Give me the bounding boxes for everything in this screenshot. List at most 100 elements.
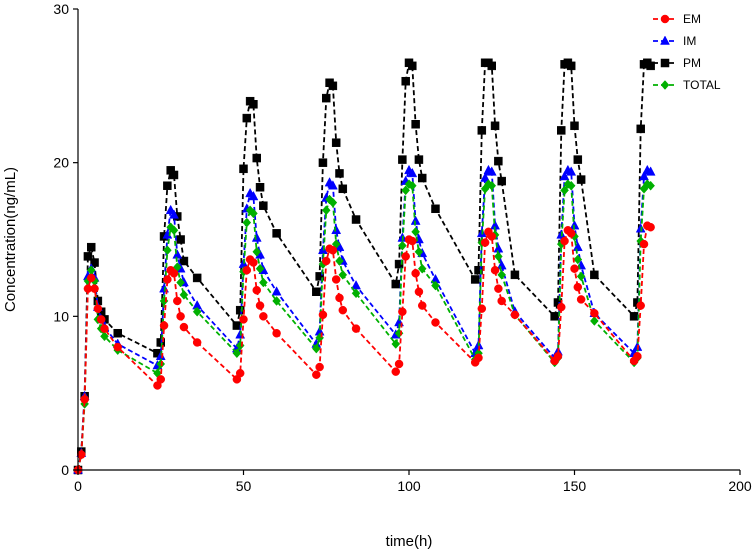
data-point-em [408, 236, 417, 246]
data-point-em [255, 301, 265, 310]
data-point-em [394, 359, 404, 369]
data-point-em [351, 324, 361, 333]
data-point-im [645, 166, 656, 176]
data-point-pm [192, 273, 202, 283]
data-point-pm [398, 155, 407, 164]
data-point-pm [510, 270, 520, 280]
x-tick-label: 0 [74, 478, 82, 494]
data-point-total [417, 263, 427, 274]
data-point-em [391, 367, 401, 376]
data-point-pm [646, 61, 655, 71]
data-point-em [80, 395, 89, 404]
data-point-total [646, 180, 655, 191]
data-point-pm [272, 229, 281, 238]
data-point-pm [239, 164, 248, 174]
data-point-pm [335, 169, 344, 178]
data-point-pm [255, 183, 265, 192]
data-point-em [77, 450, 86, 459]
data-point-total [391, 339, 401, 349]
x-tick-label: 50 [236, 478, 252, 494]
data-point-em [252, 285, 261, 295]
data-point-pm [315, 272, 324, 281]
series-line-em [77, 224, 651, 471]
data-point-total [497, 269, 507, 280]
legend-marker [660, 80, 670, 90]
data-point-pm [487, 61, 496, 71]
data-point-em [113, 342, 122, 352]
legend-label: PM [683, 56, 701, 70]
legend-item-total: TOTAL [653, 78, 721, 92]
data-point-em [494, 284, 503, 293]
data-point-em [398, 307, 407, 316]
data-point-pm [490, 121, 500, 131]
data-point-em [192, 338, 202, 347]
data-point-pm [417, 173, 427, 183]
data-point-em [235, 368, 245, 378]
data-point-total [163, 245, 172, 256]
data-point-total [335, 256, 344, 266]
y-axis-title: Concentration(ng/mL) [2, 167, 19, 312]
y-tick-label: 10 [53, 308, 69, 324]
data-point-total [414, 246, 424, 257]
data-point-total [272, 296, 281, 306]
data-point-em [90, 284, 99, 293]
data-point-em [272, 328, 281, 338]
data-point-em [553, 352, 563, 361]
data-point-pm [629, 312, 639, 321]
data-point-em [318, 310, 328, 320]
legend-label: IM [683, 34, 696, 48]
data-point-pm [566, 61, 576, 71]
data-point-em [259, 312, 268, 321]
legend-marker [660, 35, 670, 45]
data-point-pm [470, 275, 480, 284]
data-point-pm [590, 270, 599, 280]
data-point-total [494, 251, 503, 262]
data-point-em [401, 252, 410, 261]
data-point-im [172, 249, 183, 259]
data-point-pm [252, 153, 261, 163]
data-point-em [417, 301, 427, 310]
legend-label: EM [683, 12, 701, 26]
data-point-em [411, 269, 420, 278]
data-point-pm [235, 305, 245, 315]
data-point-pm [242, 113, 252, 123]
data-point-total [487, 180, 497, 191]
plot-area [73, 58, 656, 475]
x-axis-title: time(h) [386, 533, 433, 550]
data-point-im [639, 170, 649, 181]
data-point-total [351, 288, 361, 299]
data-point-pm [636, 124, 645, 134]
series-line-im [77, 168, 651, 471]
series-em [73, 221, 655, 475]
data-point-em [576, 295, 586, 304]
data-point-total [401, 185, 411, 196]
data-point-pm [179, 256, 189, 266]
data-point-pm [169, 170, 179, 180]
data-point-pm [176, 235, 185, 244]
data-point-total [311, 343, 321, 354]
y-tick-label: 0 [61, 462, 69, 478]
data-point-pm [570, 121, 579, 131]
data-point-total [321, 205, 331, 216]
data-point-em [474, 353, 483, 363]
data-point-pm [394, 259, 404, 269]
y-axis-ticks: 0 10 20 30 [53, 1, 78, 478]
data-point-em [93, 304, 103, 313]
data-point-total [411, 226, 420, 237]
data-point-pm [113, 328, 122, 338]
data-point-pm [318, 158, 328, 167]
data-point-em [86, 273, 96, 283]
y-tick-label: 20 [53, 155, 69, 171]
data-point-total [328, 197, 338, 208]
data-point-em [335, 293, 344, 303]
data-point-pm [474, 265, 483, 275]
data-point-em [570, 264, 579, 273]
data-point-em [590, 309, 599, 318]
data-point-em [312, 370, 321, 379]
legend-marker [660, 58, 670, 68]
data-point-em [487, 232, 496, 241]
data-point-total [590, 316, 599, 326]
data-point-em [636, 301, 645, 310]
data-point-em [156, 375, 165, 384]
